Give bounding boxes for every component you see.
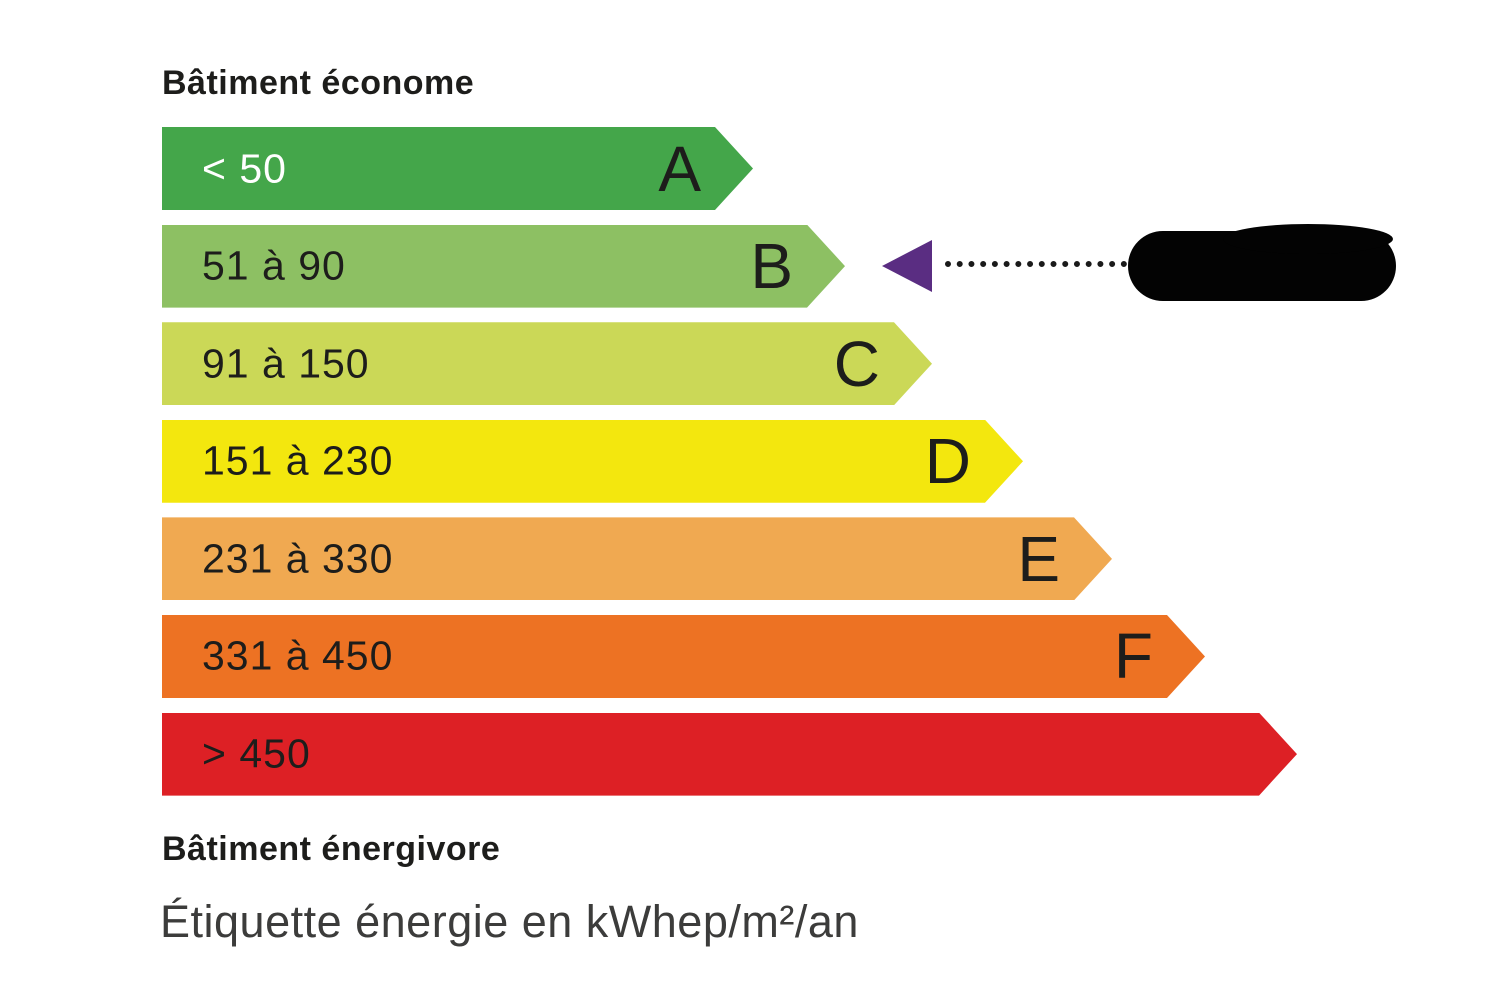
range-label-e: 231 à 330 [202,535,394,582]
range-label-c: 91 à 150 [202,340,370,387]
energy-intensive-building-label: Bâtiment énergivore [162,830,501,868]
bar-class-d: 151 à 230 D [162,420,1023,503]
bar-class-g: > 450 [162,713,1297,796]
class-letter-d: D [924,425,971,498]
class-letter-e: E [1017,522,1060,595]
bar-class-a: < 50 A [162,127,753,210]
energy-class-bars: < 50 A 51 à 90 B 91 à 150 C 151 à 230 D … [162,127,1297,796]
bar-class-c: 91 à 150 C [162,322,932,405]
class-letter-f: F [1113,620,1153,693]
range-label-d: 151 à 230 [202,437,394,484]
range-label-a: < 50 [202,145,287,191]
range-label-g: > 450 [202,730,311,777]
indicator-dotted-line [945,261,1127,267]
energy-label-caption: Étiquette énergie en kWhep/m²/an [160,896,859,947]
range-label-f: 331 à 450 [202,632,394,679]
bar-class-f: 331 à 450 F [162,615,1205,698]
redacted-value-blob [1128,224,1396,301]
current-class-arrow-icon [882,240,932,292]
bar-class-b: 51 à 90 B [162,225,845,308]
range-label-b: 51 à 90 [202,242,346,289]
class-letter-a: A [658,132,701,205]
class-letter-c: C [833,327,880,400]
class-letter-b: B [750,230,793,303]
bar-class-e: 231 à 330 E [162,517,1112,600]
economical-building-label: Bâtiment économe [162,64,475,102]
